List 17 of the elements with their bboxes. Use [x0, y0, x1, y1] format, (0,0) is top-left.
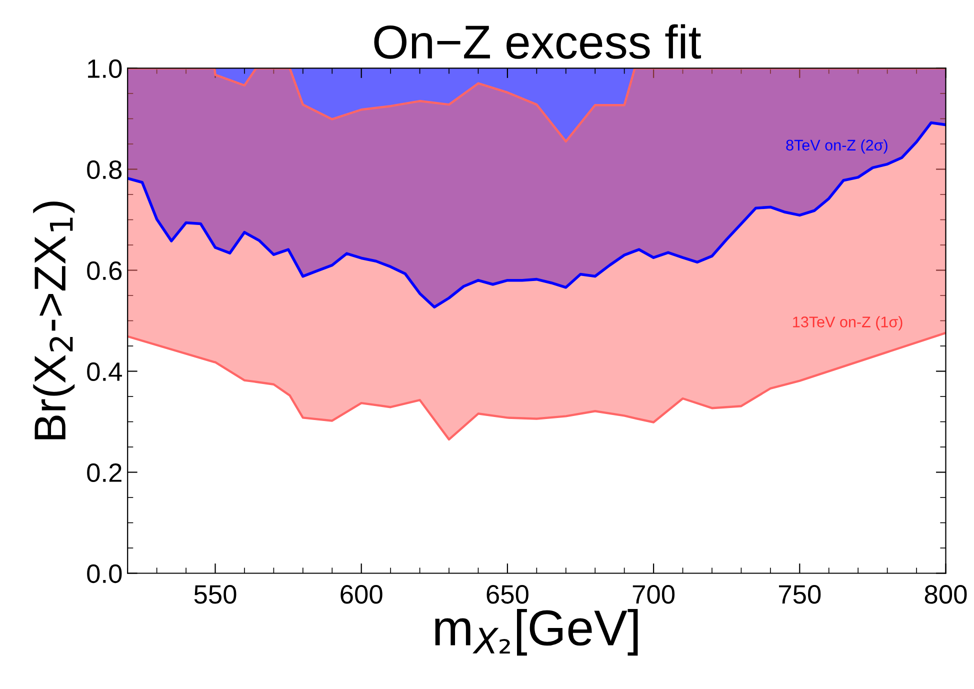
y-axis-title: Br(X$_{2}$->ZX$_{1}$): [33, 202, 75, 440]
y-tick-label: 0.8: [87, 160, 122, 180]
x-tick-label: 800: [924, 585, 967, 604]
chart-title: On−Z excess fit: [374, 24, 702, 59]
series-label: 13TeV on-Z (1σ): [793, 316, 902, 330]
y-tick-label: 0.4: [87, 362, 122, 382]
x-tick-label: 650: [486, 585, 528, 604]
y-tick-label: 0.2: [87, 463, 122, 482]
x-axis-title: m$_{X₂}$[GeV]: [435, 608, 638, 656]
series-label: 8TeV on-Z (2σ): [786, 139, 888, 154]
x-tick-label: 550: [194, 585, 236, 604]
x-tick-label: 600: [340, 585, 382, 604]
x-tick-label: 750: [778, 585, 821, 604]
y-tick-label: 0.0: [87, 564, 122, 584]
x-tick-label: 700: [632, 585, 675, 604]
y-tick-label: 1.0: [88, 59, 122, 78]
y-tick-label: 0.6: [87, 261, 122, 280]
